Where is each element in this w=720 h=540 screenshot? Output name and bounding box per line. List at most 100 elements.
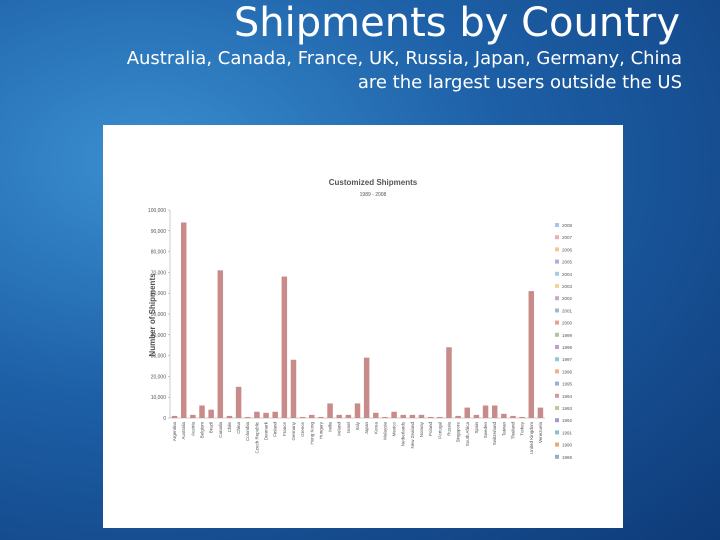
bar bbox=[235, 386, 242, 418]
bar bbox=[501, 413, 507, 418]
x-tick-label: Germany bbox=[291, 421, 296, 440]
x-tick-label: Singapore bbox=[456, 422, 461, 443]
legend-label: 1996 bbox=[562, 369, 573, 374]
bar bbox=[327, 403, 333, 418]
legend-swatch bbox=[555, 247, 559, 252]
bar bbox=[491, 405, 498, 418]
bar bbox=[190, 414, 196, 418]
x-tick-label: Netherlands bbox=[401, 421, 406, 446]
x-tick-label: Spain bbox=[474, 422, 479, 434]
legend-swatch bbox=[555, 259, 559, 264]
legend-label: 2003 bbox=[562, 284, 573, 289]
legend-label: 2007 bbox=[562, 235, 573, 240]
x-tick-label: United Kingdom bbox=[529, 422, 534, 454]
x-tick-label: Italy bbox=[355, 421, 360, 430]
legend-swatch bbox=[555, 406, 559, 410]
x-tick-label: Israel bbox=[346, 422, 351, 433]
legend-label: 2005 bbox=[562, 260, 573, 265]
y-tick-label: 10,000 bbox=[151, 395, 167, 401]
x-tick-label: Korea bbox=[373, 422, 378, 435]
y-axis-label: Number of Shipments bbox=[148, 273, 157, 357]
legend-swatch bbox=[555, 381, 559, 386]
x-tick-label: Australia bbox=[181, 422, 186, 440]
bar bbox=[482, 405, 489, 418]
legend-swatch bbox=[555, 235, 559, 240]
legend-label: 2008 bbox=[562, 223, 573, 228]
bar bbox=[290, 359, 297, 418]
bar bbox=[446, 347, 452, 418]
x-tick-label: Turkey bbox=[520, 421, 525, 435]
x-tick-label: Thailand bbox=[510, 422, 515, 440]
x-tick-label: Greece bbox=[300, 422, 305, 437]
bar bbox=[299, 416, 306, 418]
legend-label: 1994 bbox=[562, 394, 573, 399]
legend-swatch bbox=[555, 357, 559, 362]
legend-swatch bbox=[555, 332, 559, 337]
chart-card: Customized Shipments 1989 - 2008 Number … bbox=[103, 125, 623, 528]
legend-swatch bbox=[555, 284, 559, 288]
bar bbox=[272, 411, 278, 418]
bar bbox=[171, 415, 178, 418]
legend-swatch bbox=[555, 430, 559, 435]
bar bbox=[263, 412, 269, 418]
bar bbox=[528, 291, 535, 418]
legend-swatch bbox=[555, 308, 559, 313]
bar bbox=[254, 411, 260, 418]
bar bbox=[226, 415, 233, 418]
bar bbox=[418, 414, 425, 418]
x-tick-label: China bbox=[236, 422, 241, 434]
x-tick-label: Poland bbox=[428, 422, 433, 437]
legend-swatch bbox=[555, 393, 559, 398]
x-tick-label: Sweden bbox=[483, 422, 488, 439]
legend-label: 2002 bbox=[562, 296, 573, 301]
legend-label: 2006 bbox=[562, 247, 573, 252]
bar bbox=[510, 415, 516, 418]
y-tick-label: 90,000 bbox=[151, 229, 167, 235]
x-tick-label: New Zealand bbox=[410, 422, 415, 449]
x-tick-label: Portugal bbox=[437, 422, 442, 439]
legend-label: 2000 bbox=[562, 321, 573, 326]
bar bbox=[318, 416, 324, 418]
legend-swatch bbox=[555, 271, 559, 276]
x-tick-label: Norway bbox=[419, 421, 424, 437]
legend-swatch bbox=[555, 369, 559, 374]
legend-label: 1999 bbox=[562, 333, 573, 338]
bar bbox=[455, 415, 461, 418]
bar bbox=[473, 414, 480, 418]
legend-label: 1990 bbox=[562, 443, 573, 448]
x-tick-label: Malaysia bbox=[382, 422, 387, 440]
x-tick-label: Hong Kong bbox=[309, 422, 314, 445]
chart: Customized Shipments 1989 - 2008 Number … bbox=[148, 178, 573, 460]
bar bbox=[208, 409, 214, 418]
legend-swatch bbox=[555, 223, 559, 227]
y-tick-label: 100,000 bbox=[148, 208, 166, 214]
bar bbox=[519, 416, 525, 418]
bar bbox=[427, 416, 434, 418]
bar bbox=[354, 403, 361, 418]
legend-label: 1993 bbox=[562, 406, 573, 411]
bar bbox=[464, 407, 470, 418]
y-tick-label: 20,000 bbox=[151, 374, 167, 380]
bar bbox=[336, 414, 342, 418]
bar bbox=[309, 414, 315, 418]
chart-title: Customized Shipments bbox=[329, 178, 418, 187]
y-tick-label: 30,000 bbox=[151, 354, 167, 360]
bar bbox=[345, 414, 352, 418]
slide-title: Shipments by Country bbox=[233, 0, 680, 46]
slide-subtitle: are the largest users outside the US bbox=[357, 72, 682, 93]
x-tick-label: Austria bbox=[190, 422, 195, 437]
x-tick-label: Switzerland bbox=[492, 422, 497, 446]
legend-label: 2004 bbox=[562, 272, 573, 277]
slide-subtitle: Australia, Canada, France, UK, Russia, J… bbox=[126, 48, 682, 69]
y-tick-label: 60,000 bbox=[151, 291, 167, 297]
bar bbox=[199, 405, 205, 418]
bar bbox=[217, 270, 224, 418]
x-tick-label: Mexico bbox=[392, 422, 397, 437]
x-tick-label: Denmark bbox=[264, 421, 269, 440]
x-tick-label: Brazil bbox=[209, 422, 214, 433]
legend-label: 1991 bbox=[562, 430, 573, 435]
legend-swatch bbox=[555, 345, 559, 349]
legend-swatch bbox=[555, 442, 559, 447]
bar bbox=[180, 222, 187, 418]
legend-label: 1998 bbox=[562, 345, 573, 350]
